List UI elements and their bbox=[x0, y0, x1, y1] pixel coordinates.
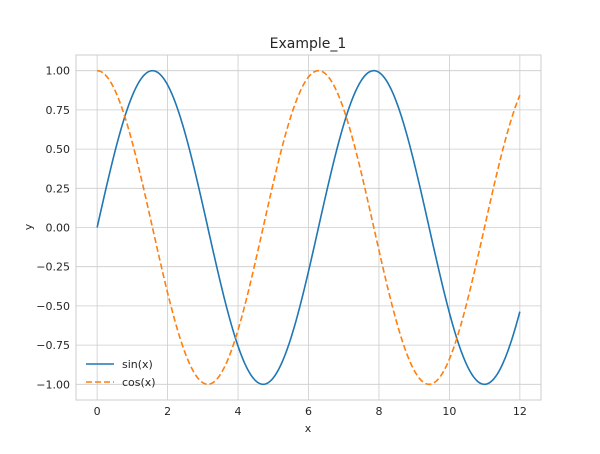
y-tick-label: 1.00 bbox=[46, 65, 71, 78]
y-tick-label: −0.25 bbox=[36, 261, 70, 274]
series-line-0 bbox=[96, 69, 521, 386]
x-tick-label: 12 bbox=[513, 405, 527, 418]
legend-label: sin(x) bbox=[122, 358, 153, 371]
series-line-1 bbox=[97, 69, 521, 386]
legend: sin(x) cos(x) bbox=[86, 358, 156, 389]
y-tick-label: −1.00 bbox=[36, 378, 70, 391]
y-axis-ticks: 1.00 0.75 0.50 0.25 0.00 −0.25 −0.50 −0.75 −1.00 bbox=[36, 65, 70, 392]
x-axis-label: x bbox=[305, 422, 312, 435]
grid bbox=[76, 55, 541, 400]
x-tick-label: 2 bbox=[164, 405, 171, 418]
x-tick-label: 4 bbox=[235, 405, 242, 418]
x-axis-ticks: 0 2 4 6 8 10 12 bbox=[94, 405, 527, 418]
x-tick-label: 8 bbox=[375, 405, 382, 418]
series-lines bbox=[96, 69, 521, 386]
legend-label: cos(x) bbox=[122, 376, 156, 389]
chart-title: Example_1 bbox=[270, 36, 347, 52]
y-tick-label: 0.75 bbox=[46, 104, 71, 117]
x-tick-label: 6 bbox=[305, 405, 312, 418]
y-tick-label: −0.75 bbox=[36, 339, 70, 352]
y-tick-label: 0.00 bbox=[46, 222, 71, 235]
y-axis-label: y bbox=[22, 223, 35, 230]
x-tick-label: 10 bbox=[442, 405, 456, 418]
y-tick-label: 0.50 bbox=[46, 143, 71, 156]
plot-frame bbox=[75, 54, 542, 401]
x-tick-label: 0 bbox=[94, 405, 101, 418]
y-tick-label: 0.25 bbox=[46, 182, 71, 195]
y-tick-label: −0.50 bbox=[36, 300, 70, 313]
